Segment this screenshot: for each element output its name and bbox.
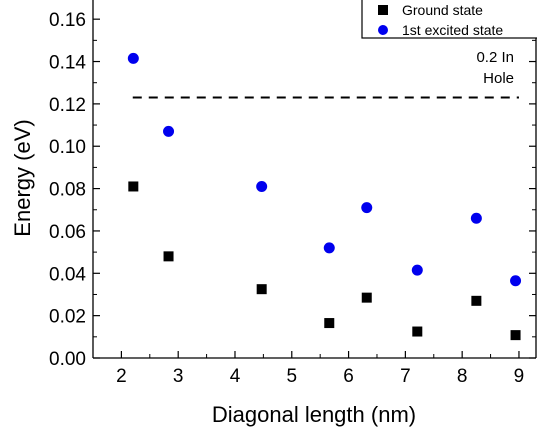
ground-state-point [163,251,174,262]
x-tick-label: 3 [173,366,184,387]
ground-state-point [510,330,521,341]
x-tick-label: 6 [343,366,354,387]
y-tick-label: 0.02 [49,307,86,328]
ground-state-point [256,284,267,295]
axes-layer: 2 3 4 5 6 7 8 9 0.00 0.02 0.04 0.06 0.08 0.10 0.12 0.14… [49,0,537,387]
y-tick-label: 0.04 [49,264,86,285]
y-axis-title: Energy (eV) [10,119,35,236]
y-tick-label: 0.06 [49,222,86,243]
x-tick-label: 4 [230,366,241,387]
reference-line-label: 0.2 In [476,49,514,66]
y-tick-label: 0.12 [49,95,86,116]
data-points-layer [127,52,522,341]
x-tick-label: 9 [514,366,525,387]
y-tick-label: 0.14 [49,53,86,74]
excited-state-point [256,180,268,192]
excited-state-point [361,202,373,214]
y-tick-label: 0.10 [49,137,86,158]
y-tick-label: 0.08 [49,180,86,201]
reference-line-label: Hole [483,70,514,87]
ground-state-point [412,326,423,337]
ground-state-point [361,292,372,303]
x-tick-label: 7 [400,366,411,387]
x-axis-title: Diagonal length (nm) [212,402,416,427]
excited-state-point [323,242,335,254]
excited-state-point [470,212,482,224]
y-tick-label: 0.16 [49,10,86,31]
legend-marker-ground [378,5,388,15]
legend: Ground state 1st excited state [361,0,537,39]
excited-state-point [163,125,175,137]
x-tick-label: 5 [286,366,297,387]
ground-state-point [128,181,139,192]
excited-state-point [510,275,522,287]
legend-marker-excited [378,25,388,35]
legend-label: Ground state [402,2,483,18]
excited-state-point [127,52,139,64]
reference-line-layer: 0.2 In Hole [132,49,519,99]
ground-state-point [471,295,482,306]
x-tick-label: 8 [457,366,468,387]
excited-state-point [411,264,423,276]
x-tick-label: 2 [116,366,127,387]
ground-state-point [324,318,335,329]
y-tick-label: 0.00 [49,349,86,370]
legend-label: 1st excited state [402,22,503,38]
legend-box [361,0,537,39]
